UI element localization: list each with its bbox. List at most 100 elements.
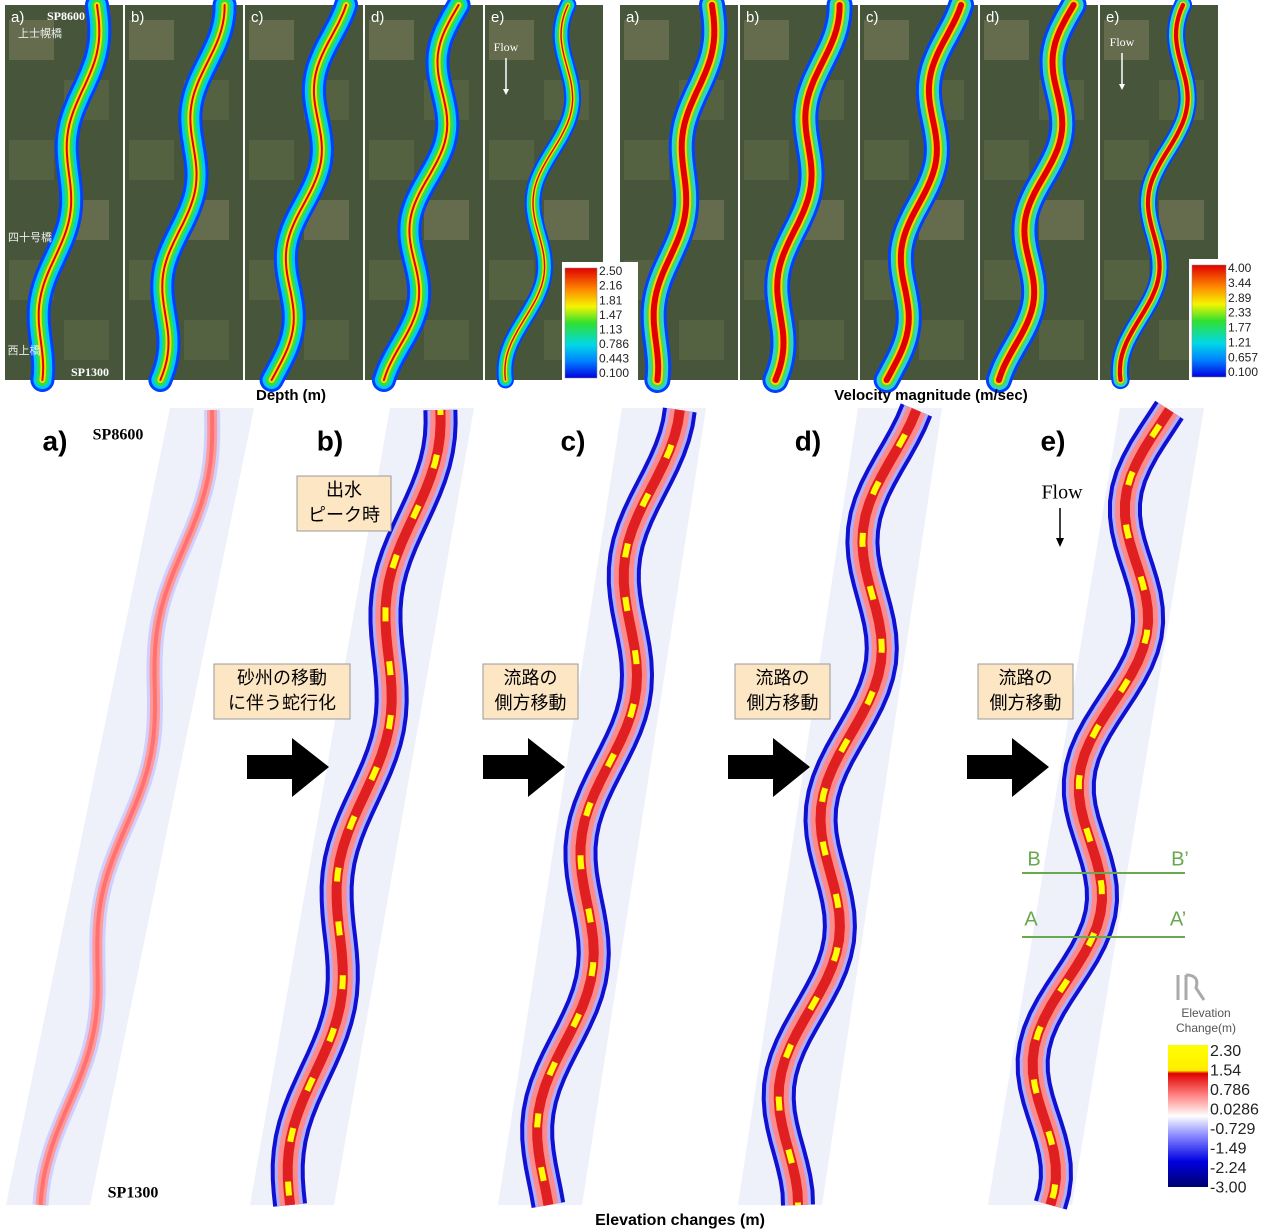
panel-label: b) [317, 425, 343, 456]
caption: Velocity magnitude (m/sec) [834, 387, 1027, 404]
field [624, 20, 669, 60]
bridge-label: 西上橋 [8, 343, 41, 357]
field [1104, 260, 1149, 300]
colorbar-label: 0.100 [599, 366, 629, 380]
colorbar-label: 2.50 [599, 264, 623, 278]
colorbar-label: 0.657 [1228, 350, 1258, 364]
note-text: 流路の [504, 668, 558, 688]
field [9, 20, 54, 60]
field [624, 140, 669, 180]
station-label: SP1300 [108, 1185, 159, 1202]
station-label: SP1300 [71, 365, 109, 379]
field [744, 140, 789, 180]
colorbar-label: -1.49 [1210, 1141, 1247, 1158]
panel-label: a) [11, 9, 24, 26]
field [369, 20, 414, 60]
caption: Depth (m) [256, 387, 326, 404]
colorbar-label: 0.443 [599, 352, 629, 366]
note-text: 流路の [756, 668, 810, 688]
bridge-label: 上士幌橋 [18, 26, 62, 40]
colorbar-label: 3.44 [1228, 276, 1252, 290]
field [544, 200, 589, 240]
panel-label: c) [251, 9, 264, 26]
colorbar-label: 2.33 [1228, 306, 1252, 320]
note-text: 流路の [999, 668, 1053, 688]
field [679, 320, 724, 360]
field [1104, 140, 1149, 180]
colorbar-label: 2.89 [1228, 291, 1252, 305]
cross-section-label: B [1027, 848, 1040, 870]
colorbar [1168, 1045, 1208, 1187]
field [64, 320, 109, 360]
colorbar-label: 0.0286 [1210, 1102, 1259, 1119]
field [864, 20, 909, 60]
panel-label: a) [626, 9, 639, 26]
field [9, 140, 54, 180]
legend-title: Change(m) [1176, 1021, 1236, 1035]
field [184, 320, 229, 360]
panel-label: e) [1106, 9, 1119, 26]
field [129, 20, 174, 60]
field [304, 320, 349, 360]
step-arrow [483, 738, 565, 797]
step-arrow [247, 738, 329, 797]
figure: a) b) c) d) e) Flow a) b) c) d) e) Flow SP8600 SP1300… [0, 0, 1274, 1231]
panel-label: d) [986, 9, 999, 26]
colorbar-label: 1.81 [599, 293, 623, 307]
field [489, 260, 534, 300]
field [1039, 320, 1084, 360]
panel-label: e) [1041, 425, 1066, 456]
colorbar-label: -2.24 [1210, 1160, 1247, 1177]
step-arrow [967, 738, 1049, 797]
colorbar-label: -0.729 [1210, 1121, 1255, 1138]
panel-label: e) [491, 9, 504, 26]
field [984, 20, 1029, 60]
colorbar-label: 0.786 [1210, 1082, 1250, 1099]
flow-label: Flow [494, 40, 519, 54]
colorbar-label: 2.30 [1210, 1043, 1241, 1060]
field [249, 20, 294, 60]
colorbar-label: -3.00 [1210, 1180, 1247, 1197]
panel-label: d) [371, 9, 384, 26]
note-text: 砂州の移動 [237, 668, 327, 688]
field [919, 320, 964, 360]
panel-label: b) [131, 9, 144, 26]
colorbar-label: 4.00 [1228, 261, 1252, 275]
field [984, 140, 1029, 180]
note-text: 出水 [326, 480, 362, 500]
field [129, 140, 174, 180]
field [1039, 200, 1084, 240]
field [1159, 200, 1204, 240]
caption: Elevation changes (m) [595, 1212, 765, 1229]
colorbar-label: 1.77 [1228, 321, 1252, 335]
legend-title: Elevation [1181, 1006, 1230, 1020]
panel-label: a) [43, 425, 68, 456]
software-logo [1178, 975, 1204, 1000]
cross-section-label: A’ [1170, 908, 1186, 930]
colorbar [565, 268, 597, 378]
field [369, 140, 414, 180]
panel-label: d) [795, 425, 821, 456]
cross-section-label: A [1024, 908, 1038, 930]
station-label: SP8600 [93, 427, 144, 444]
colorbar-label: 0.100 [1228, 365, 1258, 379]
colorbar-label: 1.21 [1228, 335, 1252, 349]
note-text: ピーク時 [308, 505, 380, 525]
panel-label: c) [866, 9, 879, 26]
colorbar-label: 0.786 [599, 337, 629, 351]
field [249, 140, 294, 180]
colorbar-label: 1.13 [599, 322, 623, 336]
flow-label: Flow [1110, 35, 1135, 49]
colorbar-label: 1.47 [599, 308, 623, 322]
field [744, 20, 789, 60]
bridge-label: 四十号橋 [8, 230, 52, 244]
note-text: 側方移動 [990, 693, 1062, 713]
colorbar-label: 1.54 [1210, 1063, 1241, 1080]
cross-section-label: B’ [1171, 848, 1189, 870]
flow-label: Flow [1041, 482, 1083, 504]
note-text: 側方移動 [495, 693, 567, 713]
note-text: に伴う蛇行化 [228, 693, 336, 713]
colorbar-label: 2.16 [599, 279, 623, 293]
note-text: 側方移動 [747, 693, 819, 713]
panel-label: b) [746, 9, 759, 26]
